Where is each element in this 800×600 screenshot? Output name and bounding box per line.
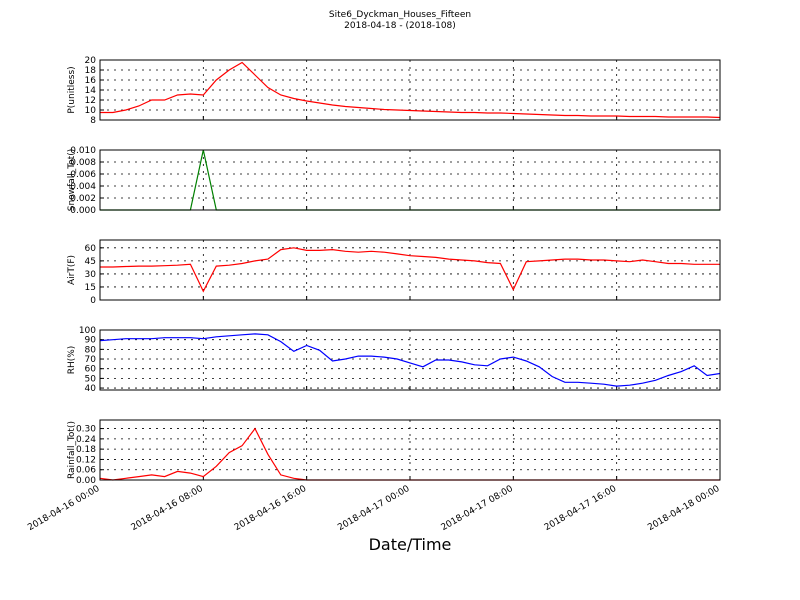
y-tick-label: 60 [85, 244, 97, 254]
y-axis-label: Rainfall_Tot() [67, 421, 77, 479]
subtitle: 2018-04-18 - (2018-108) [344, 21, 456, 31]
y-tick-label: 0.18 [76, 445, 96, 455]
y-tick-label: 15 [85, 283, 96, 293]
x-axis-label: Date/Time [369, 535, 452, 554]
data-line [100, 61, 721, 119]
y-tick-label: 14 [85, 86, 97, 96]
y-tick-label: 18 [85, 66, 97, 76]
x-tick-label: 2018-04-18 00:00 [646, 484, 721, 533]
y-tick-label: 80 [85, 345, 97, 355]
y-tick-label: 0.24 [76, 435, 96, 445]
y-axis-label: AirT(F) [67, 255, 77, 285]
title: Site6_Dyckman_Houses_Fifteen [329, 10, 471, 20]
y-tick-label: 50 [85, 374, 97, 384]
y-tick-label: 0.12 [76, 455, 96, 465]
x-tick-label: 2018-04-17 08:00 [440, 484, 515, 533]
y-tick-label: 70 [85, 355, 97, 365]
y-tick-label: 0.006 [70, 170, 96, 180]
y-tick-label: 0.30 [76, 425, 96, 435]
y-tick-label: 0 [90, 296, 96, 306]
axes-frame [99, 149, 721, 211]
y-tick-label: 16 [85, 76, 97, 86]
y-tick-label: 0.008 [70, 158, 96, 168]
axes-frame [99, 329, 721, 391]
y-tick-label: 45 [85, 257, 96, 267]
axes-frame [99, 59, 721, 121]
y-axis-label: P(unitless) [67, 66, 77, 113]
y-tick-label: 40 [85, 384, 97, 394]
y-tick-label: 10 [85, 106, 97, 116]
x-tick-label: 2018-04-16 08:00 [130, 484, 205, 533]
y-axis-label: Snowfall_Tot() [67, 149, 77, 212]
y-tick-label: 100 [79, 326, 96, 336]
y-tick-label: 0.00 [76, 476, 96, 486]
x-tick-label: 2018-04-16 16:00 [233, 484, 308, 533]
y-tick-label: 20 [85, 56, 97, 66]
x-tick-label: 2018-04-16 00:00 [26, 484, 101, 533]
y-tick-label: 0.000 [70, 206, 96, 216]
data-line [99, 333, 721, 387]
y-tick-label: 8 [90, 116, 96, 126]
y-tick-label: 30 [85, 270, 97, 280]
y-tick-label: 0.010 [70, 146, 96, 156]
y-tick-label: 60 [85, 365, 97, 375]
y-tick-label: 0.002 [70, 194, 96, 204]
y-tick-label: 0.004 [70, 182, 96, 192]
axes-frame [99, 239, 721, 301]
y-tick-label: 0.06 [76, 466, 96, 476]
axes-frame [99, 419, 721, 481]
data-line [99, 427, 720, 481]
y-tick-label: 12 [85, 96, 96, 106]
x-tick-label: 2018-04-17 00:00 [336, 484, 411, 533]
data-line [100, 247, 720, 293]
x-tick-label: 2018-04-17 16:00 [543, 484, 618, 533]
y-tick-label: 90 [85, 336, 97, 346]
y-axis-label: RH(%) [67, 346, 77, 375]
